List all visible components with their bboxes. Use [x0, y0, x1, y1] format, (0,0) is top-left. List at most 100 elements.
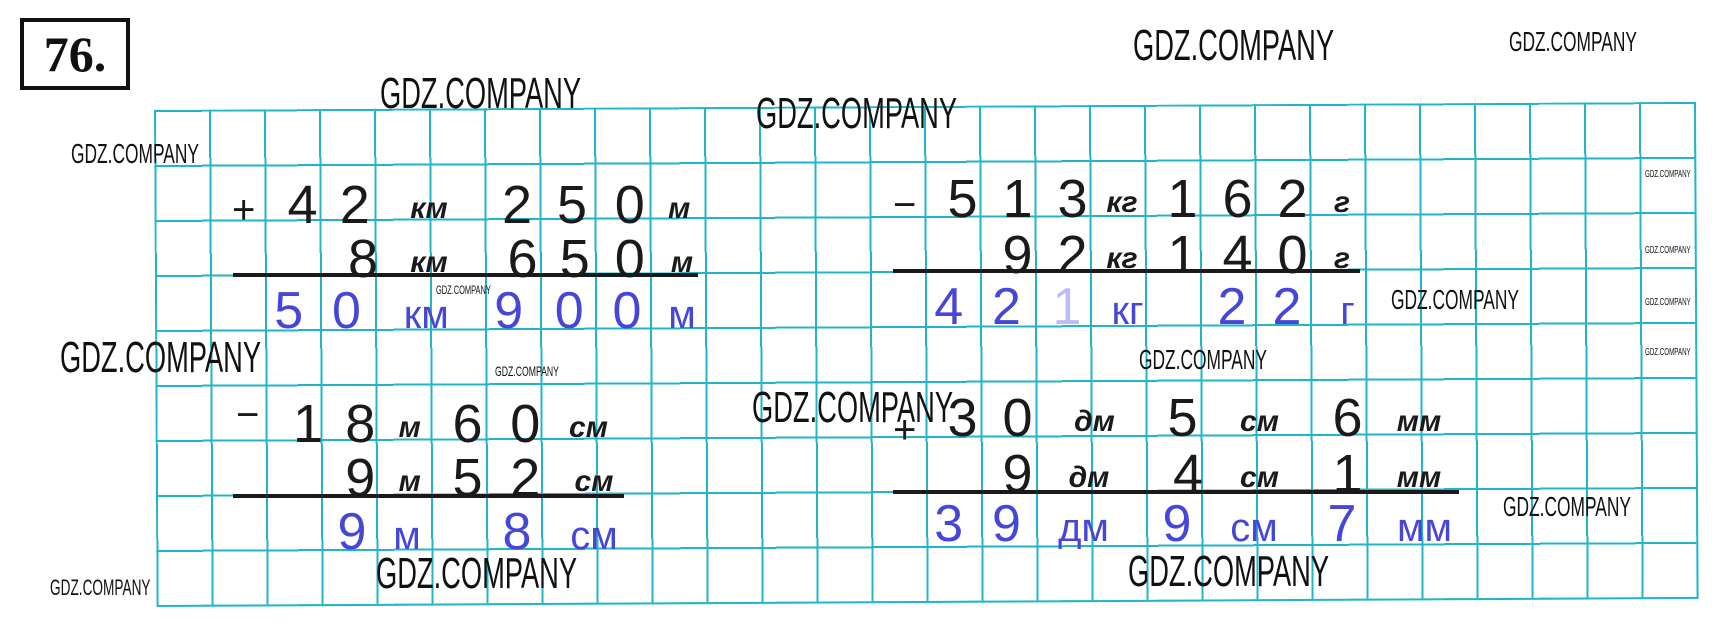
operand-digit: 1	[1167, 225, 1198, 285]
operand-digit: 3	[947, 388, 978, 448]
answer-unit: дм	[1058, 506, 1109, 550]
watermark-text: GDZ.COMPANY	[1128, 547, 1330, 596]
operand-digit: 2	[339, 175, 370, 235]
watermark-text: GDZ.COMPANY	[1645, 245, 1691, 256]
operand-unit: м	[670, 246, 694, 279]
answer-digit: 8	[502, 503, 532, 561]
watermark-text: GDZ.COMPANY	[1509, 26, 1637, 57]
answer-digit: 2	[1272, 278, 1302, 336]
watermark-text: GDZ.COMPANY	[495, 363, 559, 379]
operand-unit: кг	[1106, 186, 1138, 219]
watermark-text: GDZ.COMPANY	[1645, 347, 1691, 358]
watermark-text: GDZ.COMPANY	[376, 549, 578, 598]
operand-digit: 1	[1002, 169, 1033, 229]
answer-digit: 9	[992, 495, 1021, 553]
watermark-text: GDZ.COMPANY	[50, 575, 151, 600]
operand-unit: мм	[1396, 405, 1442, 438]
answer-unit: мм	[1397, 506, 1452, 550]
operand-digit: 4	[287, 175, 318, 235]
answer-unit: г	[1340, 289, 1355, 333]
operand-unit: кг	[1106, 242, 1138, 275]
answer-digit: 0	[332, 282, 361, 340]
answer-digit: 2	[992, 278, 1021, 336]
result-line	[893, 269, 1360, 273]
result-line	[233, 273, 698, 277]
result-line	[233, 494, 624, 498]
operand-digit: 8	[345, 394, 376, 454]
operand-unit: м	[398, 411, 421, 444]
answer-digit: 4	[934, 278, 964, 336]
operand-digit: 6	[452, 394, 483, 454]
operand-digit: 3	[1057, 169, 1088, 229]
answer-digit: 9	[337, 503, 367, 561]
exercise-number: 76.	[20, 18, 130, 90]
answer-digit: 1	[1052, 278, 1082, 336]
operand-unit: м	[398, 465, 421, 498]
operand-digit: 0	[614, 175, 645, 235]
watermark-text: GDZ.COMPANY	[60, 333, 262, 382]
plus-sign: +	[232, 188, 256, 232]
answer-unit: см	[570, 514, 618, 558]
watermark-text: GDZ.COMPANY	[752, 383, 954, 432]
watermark-text: GDZ.COMPANY	[1139, 344, 1267, 375]
watermark-text: GDZ.COMPANY	[756, 89, 958, 138]
answer-unit: кг	[1111, 289, 1144, 333]
operand-digit: 5	[1167, 388, 1198, 448]
operand-unit: мм	[1396, 461, 1442, 494]
operand-digit: 6	[507, 229, 538, 289]
minus-sign: −	[893, 183, 917, 227]
watermark-text: GDZ.COMPANY	[380, 69, 582, 118]
watermark-text: GDZ.COMPANY	[1133, 21, 1335, 70]
answer-unit: см	[1230, 506, 1278, 550]
answer-unit: км	[403, 293, 449, 337]
operand-unit: м	[668, 192, 691, 225]
operand-digit: 0	[614, 229, 645, 289]
minus-sign: −	[236, 393, 260, 437]
answer-digit: 9	[1162, 495, 1192, 553]
answer-digit: 0	[612, 282, 642, 340]
operand-digit: 0	[1277, 225, 1308, 285]
answer-digit: 2	[1217, 278, 1247, 336]
watermark-text: GDZ.COMPANY	[1645, 297, 1691, 308]
grid-paper	[154, 101, 1699, 607]
operand-unit: см	[1240, 405, 1279, 438]
operand-digit: 9	[1002, 225, 1033, 285]
operand-unit: дм	[1068, 461, 1110, 494]
watermark-text: GDZ.COMPANY	[1503, 491, 1631, 522]
operand-digit: 5	[556, 175, 588, 235]
operand-unit: см	[569, 411, 608, 444]
operand-digit: 8	[347, 229, 379, 289]
result-line	[893, 490, 1459, 494]
watermark-text: GDZ.COMPANY	[1645, 169, 1691, 180]
operand-unit: см	[574, 465, 614, 498]
operand-digit: 5	[559, 229, 590, 289]
operand-unit: км	[410, 192, 448, 225]
operand-digit: 1	[1167, 169, 1198, 229]
answer-digit: 5	[274, 282, 304, 340]
operand-digit: 1	[292, 394, 324, 454]
watermark-text: GDZ.COMPANY	[1391, 284, 1519, 315]
operand-unit: г	[1333, 186, 1351, 219]
operand-digit: 5	[947, 169, 978, 229]
operand-unit: км	[410, 246, 448, 279]
answer-unit: м	[668, 293, 696, 337]
operand-digit: 2	[1057, 225, 1088, 285]
watermark-text: GDZ.COMPANY	[71, 138, 199, 169]
operand-digit: 4	[1222, 225, 1253, 285]
operand-unit: дм	[1074, 405, 1115, 438]
operand-digit: 0	[1002, 388, 1033, 448]
answer-digit: 3	[934, 495, 964, 553]
operand-unit: г	[1333, 242, 1351, 275]
answer-digit: 7	[1327, 495, 1357, 553]
answer-digit: 0	[554, 282, 584, 340]
operand-digit: 6	[1222, 169, 1253, 229]
plus-sign: +	[893, 408, 917, 452]
operand-digit: 2	[501, 175, 533, 235]
operand-digit: 6	[1332, 388, 1363, 448]
operand-unit: см	[1240, 461, 1279, 494]
operand-digit: 0	[510, 394, 541, 454]
operand-digit: 2	[1277, 169, 1308, 229]
answer-digit: 9	[494, 282, 524, 340]
watermark-text: GDZ.COMPANY	[436, 283, 491, 297]
answer-unit: м	[393, 514, 421, 558]
